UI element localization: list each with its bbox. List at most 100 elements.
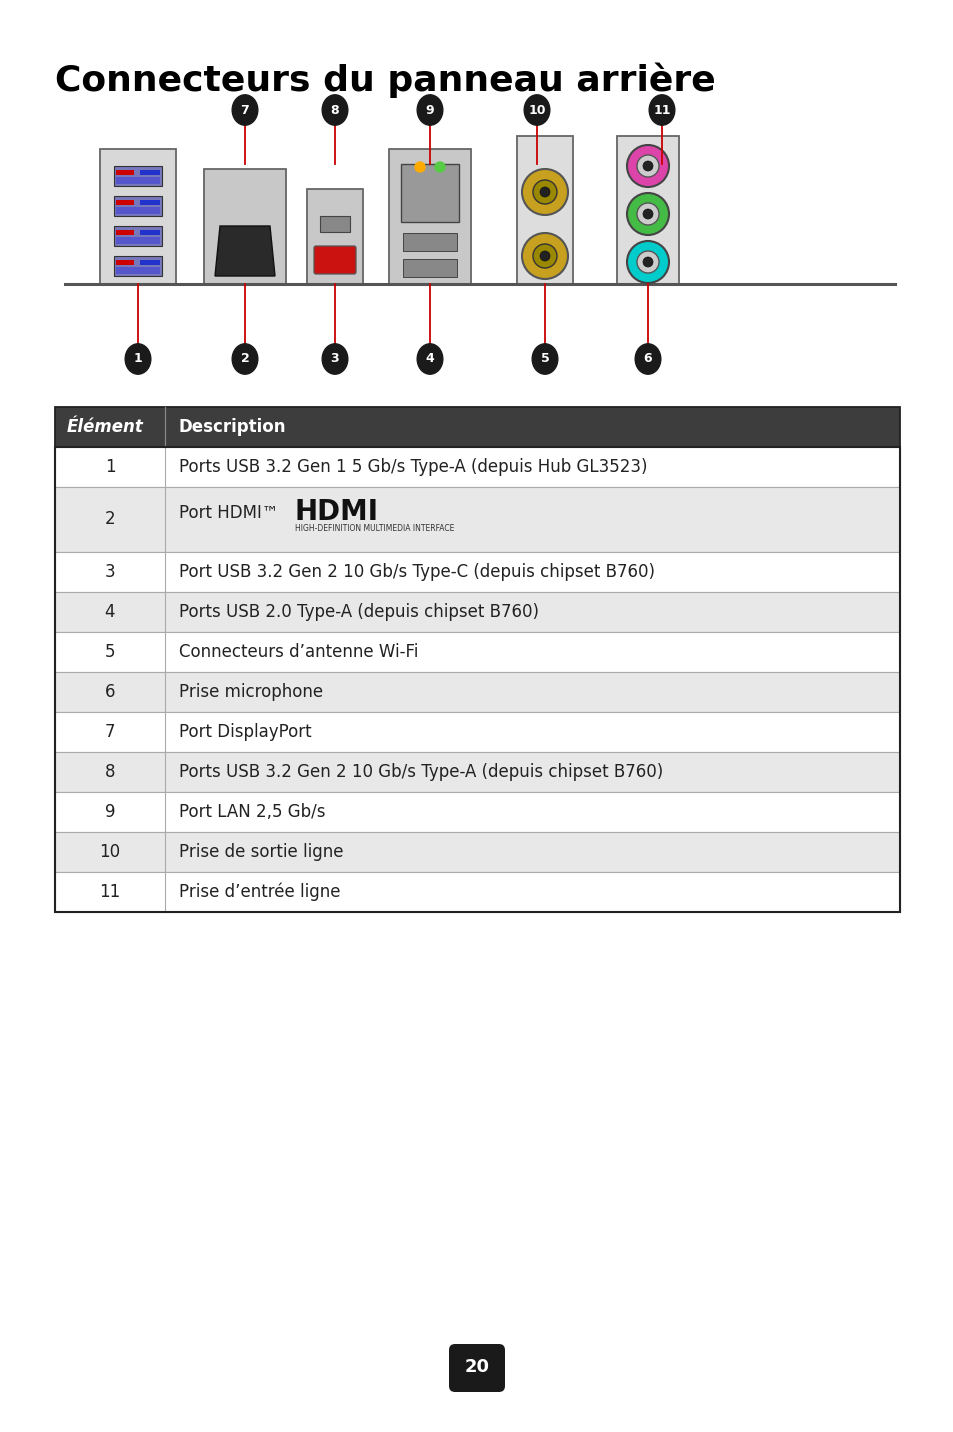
Ellipse shape [648, 95, 674, 125]
Ellipse shape [635, 344, 660, 374]
Text: 9: 9 [425, 103, 434, 116]
Circle shape [415, 162, 424, 172]
Ellipse shape [232, 95, 257, 125]
Text: 11: 11 [653, 103, 670, 116]
Text: Port USB 3.2 Gen 2 10 Gb/s Type-C (depuis chipset B760): Port USB 3.2 Gen 2 10 Gb/s Type-C (depui… [179, 563, 655, 581]
Text: 10: 10 [99, 843, 120, 861]
Circle shape [637, 203, 659, 225]
Text: 4: 4 [425, 352, 434, 365]
Text: Ports USB 3.2 Gen 2 10 Gb/s Type-A (depuis chipset B760): Ports USB 3.2 Gen 2 10 Gb/s Type-A (depu… [179, 763, 662, 780]
Ellipse shape [416, 95, 442, 125]
Circle shape [533, 180, 557, 203]
Ellipse shape [322, 344, 348, 374]
FancyBboxPatch shape [402, 259, 456, 276]
FancyBboxPatch shape [400, 165, 458, 222]
FancyBboxPatch shape [449, 1345, 504, 1392]
Circle shape [642, 209, 652, 219]
FancyBboxPatch shape [116, 231, 133, 235]
Ellipse shape [232, 344, 257, 374]
Text: Connecteurs du panneau arrière: Connecteurs du panneau arrière [55, 62, 715, 97]
FancyBboxPatch shape [55, 551, 899, 591]
FancyBboxPatch shape [140, 261, 160, 265]
Text: 5: 5 [540, 352, 549, 365]
FancyBboxPatch shape [113, 196, 162, 216]
Text: Prise de sortie ligne: Prise de sortie ligne [179, 843, 343, 861]
FancyBboxPatch shape [116, 238, 160, 243]
Text: 6: 6 [105, 683, 115, 702]
Circle shape [521, 233, 567, 279]
Text: 2: 2 [240, 352, 249, 365]
FancyBboxPatch shape [113, 256, 162, 276]
FancyBboxPatch shape [55, 407, 899, 447]
Text: 5: 5 [105, 643, 115, 662]
FancyBboxPatch shape [402, 233, 456, 251]
Circle shape [521, 169, 567, 215]
Circle shape [539, 188, 550, 198]
FancyBboxPatch shape [55, 792, 899, 832]
FancyBboxPatch shape [389, 149, 471, 284]
Text: Ports USB 3.2 Gen 1 5 Gb/s Type-A (depuis Hub GL3523): Ports USB 3.2 Gen 1 5 Gb/s Type-A (depui… [179, 458, 647, 475]
Circle shape [626, 145, 668, 188]
FancyBboxPatch shape [113, 226, 162, 246]
FancyBboxPatch shape [517, 136, 573, 284]
FancyBboxPatch shape [55, 712, 899, 752]
Text: 20: 20 [464, 1358, 489, 1376]
Text: 6: 6 [643, 352, 652, 365]
Ellipse shape [416, 344, 442, 374]
FancyBboxPatch shape [55, 591, 899, 632]
FancyBboxPatch shape [116, 200, 133, 205]
Text: 3: 3 [105, 563, 115, 581]
FancyBboxPatch shape [55, 752, 899, 792]
Text: Port HDMI™: Port HDMI™ [179, 504, 278, 523]
Text: Description: Description [179, 418, 286, 435]
FancyBboxPatch shape [140, 170, 160, 175]
Text: 1: 1 [105, 458, 115, 475]
Ellipse shape [532, 344, 558, 374]
Circle shape [642, 256, 652, 266]
FancyBboxPatch shape [113, 166, 162, 186]
FancyBboxPatch shape [116, 170, 133, 175]
Circle shape [637, 251, 659, 274]
Polygon shape [214, 226, 274, 276]
FancyBboxPatch shape [116, 266, 160, 274]
Text: HDMI: HDMI [294, 497, 378, 526]
FancyBboxPatch shape [319, 216, 350, 232]
Circle shape [435, 162, 444, 172]
Circle shape [642, 160, 652, 170]
Circle shape [637, 155, 659, 178]
Text: 10: 10 [528, 103, 545, 116]
Circle shape [533, 243, 557, 268]
Circle shape [626, 193, 668, 235]
FancyBboxPatch shape [116, 261, 133, 265]
Ellipse shape [523, 95, 549, 125]
Text: 3: 3 [331, 352, 339, 365]
Text: HIGH-DEFINITION MULTIMEDIA INTERFACE: HIGH-DEFINITION MULTIMEDIA INTERFACE [294, 524, 454, 533]
Ellipse shape [125, 344, 151, 374]
FancyBboxPatch shape [55, 872, 899, 912]
Circle shape [539, 251, 550, 261]
Text: Élément: Élément [67, 418, 144, 435]
Text: 8: 8 [331, 103, 339, 116]
FancyBboxPatch shape [307, 189, 363, 284]
Ellipse shape [322, 95, 348, 125]
FancyBboxPatch shape [100, 149, 175, 284]
Text: 1: 1 [133, 352, 142, 365]
Text: 7: 7 [105, 723, 115, 740]
FancyBboxPatch shape [314, 246, 355, 274]
Text: Port DisplayPort: Port DisplayPort [179, 723, 312, 740]
Text: 7: 7 [240, 103, 249, 116]
FancyBboxPatch shape [204, 169, 286, 284]
FancyBboxPatch shape [55, 447, 899, 487]
FancyBboxPatch shape [617, 136, 679, 284]
Text: 11: 11 [99, 884, 120, 901]
Text: 2: 2 [105, 510, 115, 528]
FancyBboxPatch shape [55, 487, 899, 551]
Text: 9: 9 [105, 803, 115, 821]
FancyBboxPatch shape [140, 231, 160, 235]
Text: 4: 4 [105, 603, 115, 621]
Circle shape [626, 241, 668, 284]
FancyBboxPatch shape [55, 632, 899, 672]
Text: Ports USB 2.0 Type-A (depuis chipset B760): Ports USB 2.0 Type-A (depuis chipset B76… [179, 603, 538, 621]
FancyBboxPatch shape [55, 832, 899, 872]
FancyBboxPatch shape [116, 178, 160, 183]
